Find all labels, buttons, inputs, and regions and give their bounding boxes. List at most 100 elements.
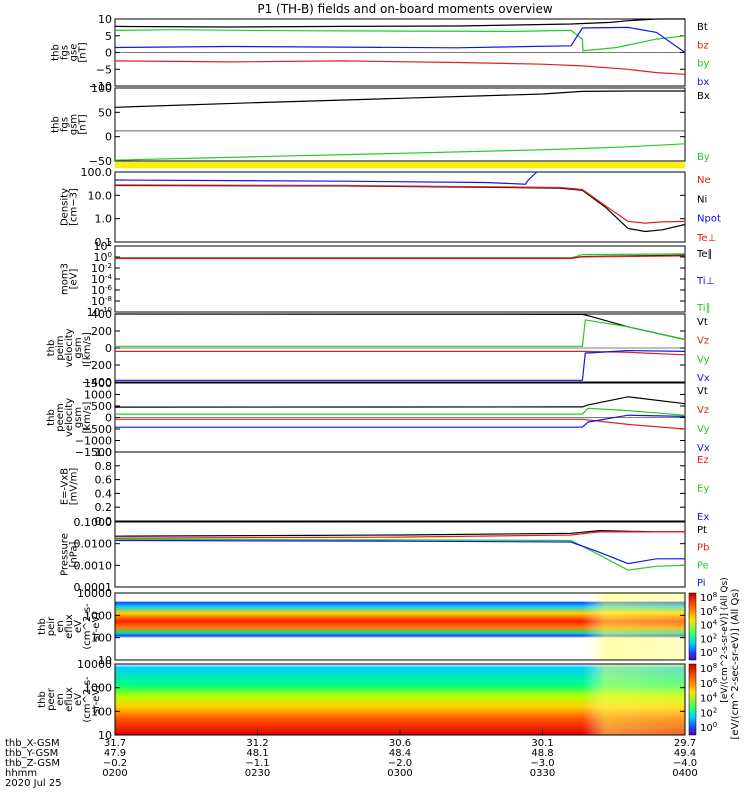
colorbar-tick: 102 (700, 632, 717, 645)
colorbar-tick: 104 (700, 692, 718, 705)
y-axis-label: eV (73, 620, 84, 633)
y-tick-label: 100 (91, 82, 112, 95)
series-line-Ni (114, 184, 686, 233)
y-tick-label: 50 (98, 106, 112, 119)
y-axis-label: thb (51, 44, 62, 61)
legend-label: Pi (697, 578, 706, 589)
legend-label: Ex (697, 512, 709, 523)
x-row-value: −4.0 (673, 758, 697, 769)
y-axis-label: gse (69, 44, 80, 62)
y-axis-label: eV (73, 693, 84, 706)
x-row-value: 48.1 (246, 748, 268, 759)
colorbar-tick-exponent: 6 (713, 605, 718, 613)
legend-label: by (697, 59, 709, 70)
y-tick-exponent: -8 (105, 295, 112, 303)
series-line-Ti⊥ (115, 255, 686, 260)
x-row-value: 30.6 (389, 738, 411, 749)
legend-label: Pt (697, 525, 707, 536)
series-line-Vt (114, 396, 686, 408)
y-tick-label: 10 (98, 729, 112, 742)
y-axis-label: thb (46, 340, 57, 357)
legend-label: Ne (697, 175, 711, 186)
x-row-value: 0230 (245, 768, 270, 779)
y-tick-label: 0.2 (95, 501, 113, 514)
colorbar-tick-exponent: 6 (713, 677, 718, 685)
series-line-bx (114, 26, 686, 53)
series-line-bz (114, 60, 686, 75)
y-axis-label: en (55, 693, 66, 706)
y-axis-label: Density (60, 188, 71, 226)
panel-frame (114, 87, 686, 162)
y-tick-label: 0.1000 (74, 516, 113, 529)
series-line-Pe (114, 538, 686, 571)
y-tick-label: 10.0 (88, 189, 113, 202)
y-tick-label: 0.0100 (74, 538, 113, 551)
colorbar-tick: 104 (700, 619, 718, 632)
x-date-label: 2020 Jul 25 (5, 778, 62, 789)
y-tick-label: 1500 (84, 377, 112, 390)
y-tick-label: −1500 (75, 446, 112, 459)
legend-label: Ti∥ (696, 303, 711, 314)
y-tick-label: 1000 (84, 609, 112, 622)
x-row-value: −0.2 (103, 758, 127, 769)
legend-label: bz (697, 40, 709, 51)
panel-peer-spectrogram: 10000 1000 100 10 thbpeerenefluxeV(cm^2-s-sr… (37, 658, 686, 742)
y-tick-label: 0 (105, 131, 112, 144)
legend-label: Bx (697, 91, 710, 102)
y-axis-label: [mV/m] (69, 468, 80, 506)
y-tick-exponent: -6 (105, 284, 113, 292)
x-row-value: 0330 (530, 768, 555, 779)
y-tick-label: 0 (105, 412, 112, 425)
colorbar-tick: 108 (700, 591, 717, 604)
x-row-label: thb_X-GSM (5, 738, 60, 749)
legend-label: By (697, 152, 710, 163)
y-axis-label: thb (37, 618, 48, 635)
panel-frame (114, 171, 686, 243)
y-axis-label: velocity (64, 398, 75, 437)
y-tick-label: −500 (82, 423, 112, 436)
y-tick-exponent: -2 (105, 262, 112, 270)
y-axis-label: [nT] (78, 42, 89, 62)
x-row-label: thb_Z-GSM (5, 758, 60, 769)
x-row-value: 48.8 (531, 748, 553, 759)
series-line-Pb (114, 531, 685, 539)
y-axis-label: peem (55, 403, 66, 431)
y-tick-label: 0.1 (95, 236, 113, 249)
colorbar-tick-exponent: 2 (713, 706, 717, 714)
y-axis-label: (cm^2-s- (82, 676, 93, 723)
series-line-Vy (115, 407, 686, 416)
y-tick-label: 100.0 (81, 166, 113, 179)
panel-density: 100.0 10.0 1.0 0.1 Density[cm−3] Ne Ni Npot Te⊥ (60, 166, 721, 249)
y-axis-label: mom3 (60, 263, 71, 295)
y-axis-label: peim (55, 335, 66, 360)
y-tick-exponent: 2 (108, 240, 112, 248)
x-row-value: 47.9 (104, 748, 126, 759)
y-axis-label: thb (51, 116, 62, 133)
y-tick-label: 0.0 (95, 515, 113, 528)
y-tick-label: 1000 (84, 682, 112, 695)
panel-frame (114, 451, 686, 522)
x-row-label: thb_Y-GSM (5, 748, 58, 759)
y-tick-label: 200 (91, 325, 112, 338)
y-axis-label: [cm−3] (69, 188, 80, 226)
x-axis-table: thb_X-GSM 31.7 31.2 30.6 30.1 29.7 thb_Y-GSM 47… (5, 730, 698, 789)
spectrogram-fade-overlay (115, 664, 685, 735)
legend-label: Vt (697, 386, 708, 397)
colorbar-tick-exponent: 2 (713, 632, 717, 640)
y-tick-exponent: -4 (105, 273, 113, 281)
legend-label: Pe (697, 560, 709, 571)
series-line-Ne (114, 184, 686, 224)
colorbar-tick: 100 (700, 721, 717, 734)
panels: 1050−5−10thbfgsgse[nT]Btbzbybx100500−50t… (37, 13, 721, 742)
panel-peir-spectrogram: 10000 1000 100 10 thbpeirenefluxeV(cm^2-s-sr… (37, 587, 686, 667)
y-axis-label: gsm (73, 407, 84, 428)
y-axis-label: thb (46, 409, 57, 426)
legend-label: Te⊥ (696, 233, 716, 244)
y-tick-label: 400 (91, 308, 112, 321)
legend-label: bx (697, 77, 709, 88)
